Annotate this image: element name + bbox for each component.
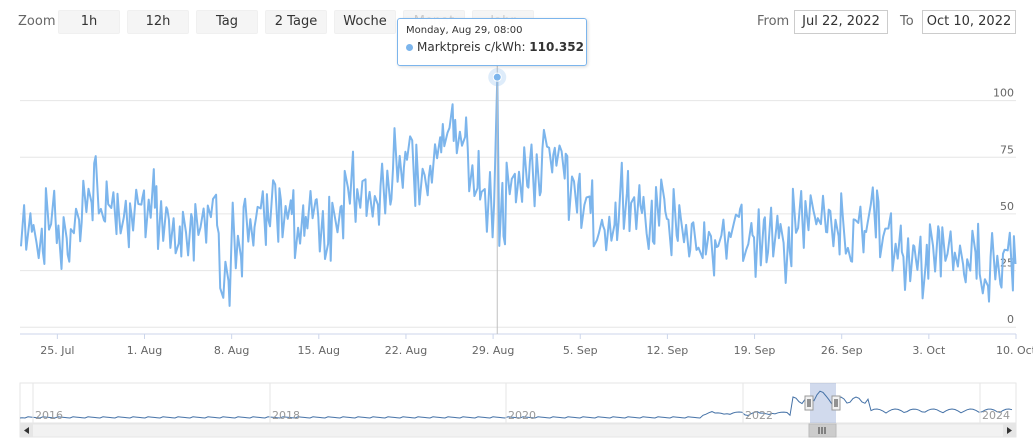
zoom-day-button[interactable]: Tag — [196, 10, 258, 34]
navigator-tick-label: 2020 — [508, 409, 536, 422]
navigator-tick-label: 2018 — [272, 409, 300, 422]
x-axis: 25. Jul 1. Aug 8. Aug 15. Aug 22. Aug 29. Aug… — [20, 333, 1033, 357]
navigator-frame — [19, 382, 1017, 424]
navigator-handle-right[interactable] — [831, 395, 841, 411]
x-tick-label: 19. Sep — [734, 344, 776, 357]
chevron-left-icon — [24, 427, 29, 434]
to-date-input[interactable]: Oct 10, 2022 — [922, 10, 1016, 34]
zoom-2days-button[interactable]: 2 Tage — [265, 10, 327, 34]
tooltip-value: 110.352 — [529, 40, 584, 54]
x-tick-label: 3. Oct — [912, 344, 946, 357]
x-tick-label: 29. Aug — [472, 344, 514, 357]
x-tick-label: 15. Aug — [298, 344, 340, 357]
from-label: From — [757, 14, 790, 29]
navigator-tick-label: 2022 — [745, 409, 773, 422]
zoom-1h-button[interactable]: 1h — [58, 10, 120, 34]
from-date-input[interactable]: Jul 22, 2022 — [794, 10, 888, 34]
y-tick-label: 0 — [1007, 313, 1014, 326]
zoom-12h-button[interactable]: 12h — [127, 10, 189, 34]
x-tick-label: 10. Oct — [996, 344, 1033, 357]
tooltip: Monday, Aug 29, 08:00 Marktpreis c/kWh: … — [397, 18, 587, 66]
x-tick-label: 22. Aug — [385, 344, 427, 357]
x-tick-label: 12. Sep — [647, 344, 689, 357]
x-tick-label: 26. Sep — [821, 344, 863, 357]
chart-grid — [20, 100, 1016, 328]
y-tick-label: 75 — [1000, 143, 1014, 156]
navigator-tick-label: 2024 — [982, 409, 1010, 422]
tooltip-row: Marktpreis c/kWh: 110.352 — [406, 40, 584, 54]
scrollbar[interactable] — [19, 423, 1017, 438]
navigator-handle-left[interactable] — [804, 395, 814, 411]
x-tick-label: 8. Aug — [214, 344, 249, 357]
series-line — [20, 76, 1017, 307]
series-dot-icon — [406, 44, 413, 51]
y-tick-label: 50 — [1000, 200, 1014, 213]
navigator-series — [19, 390, 1013, 419]
zoom-week-button[interactable]: Woche — [334, 10, 396, 34]
x-tick-label: 1. Aug — [127, 344, 162, 357]
scrollbar-track[interactable] — [19, 423, 1017, 438]
tooltip-series-name: Marktpreis c/kWh — [417, 40, 522, 54]
chevron-right-icon — [1007, 427, 1012, 434]
tooltip-date: Monday, Aug 29, 08:00 — [406, 25, 523, 36]
x-tick-label: 5. Sep — [563, 344, 598, 357]
x-tick-label: 25. Jul — [40, 344, 74, 357]
y-tick-label: 100 — [993, 87, 1014, 100]
to-label: To — [900, 14, 914, 29]
zoom-label: Zoom — [18, 14, 56, 29]
peak-marker — [492, 72, 502, 82]
navigator[interactable]: 2016 2018 2020 2022 2024 — [19, 382, 1017, 424]
navigator-tick-label: 2016 — [35, 409, 63, 422]
navigator-x-axis: 2016 2018 2020 2022 2024 — [32, 383, 1010, 423]
